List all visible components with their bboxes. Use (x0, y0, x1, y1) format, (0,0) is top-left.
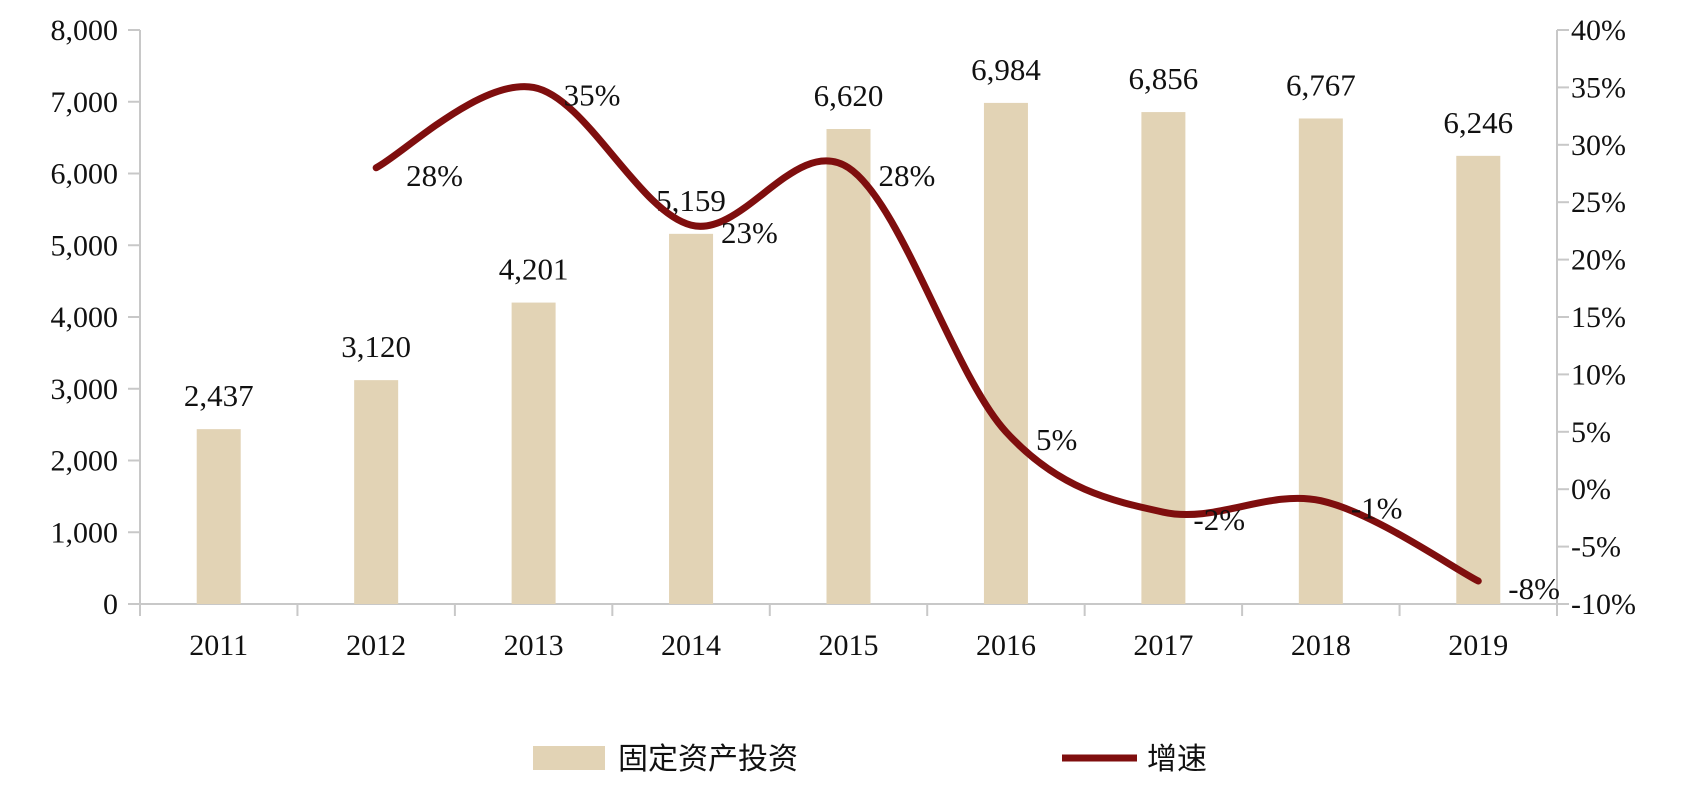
growth-line (372, 83, 1482, 585)
growth-value-label: 28% (406, 158, 463, 193)
right-tick-label: 15% (1571, 301, 1626, 334)
right-tick-label: -10% (1571, 588, 1636, 621)
growth-value-label: 5% (1036, 422, 1077, 457)
bar (196, 429, 241, 604)
x-tick-label: 2015 (819, 629, 879, 662)
left-axis: 0 1,000 2,000 3,000 4,000 5,000 6,000 7,000 8,00… (51, 14, 141, 621)
bar (511, 302, 556, 604)
x-tick-label: 2016 (976, 629, 1036, 662)
right-tick-label: 5% (1571, 416, 1611, 449)
legend-item-investment: 固定资产投资 (533, 742, 798, 777)
x-tick-label: 2011 (189, 629, 248, 662)
bar-value-label: 6,246 (1443, 105, 1513, 140)
bar (1456, 155, 1501, 605)
bar-value-label: 3,120 (341, 329, 411, 364)
right-tick-label: -5% (1571, 531, 1621, 564)
legend-swatch-bar (533, 746, 605, 770)
bar (1141, 112, 1186, 604)
bar-value-label: 6,620 (814, 78, 884, 113)
bar-value-label: 4,201 (499, 252, 569, 287)
right-axis-ticks: -10% -5% 0% 5% 10% 15% 20% 25% 30% 35% 40% (1557, 14, 1636, 621)
left-tick-label: 6,000 (51, 158, 119, 191)
left-tick-label: 3,000 (51, 373, 119, 406)
right-tick-label: 25% (1571, 186, 1626, 219)
legend-item-growth: 增速 (1062, 742, 1207, 777)
bar-value-label: 6,856 (1129, 61, 1199, 96)
legend: 固定资产投资 增速 (533, 742, 1207, 777)
bar-value-label: 6,984 (971, 52, 1041, 87)
bar (1298, 118, 1343, 605)
left-tick-label: 5,000 (51, 229, 119, 262)
growth-value-label: -1% (1351, 491, 1403, 526)
bar (354, 380, 399, 604)
left-tick-label: 4,000 (51, 301, 119, 334)
x-tick-label: 2018 (1291, 629, 1351, 662)
right-tick-label: 30% (1571, 129, 1626, 162)
growth-value-label: -2% (1193, 502, 1245, 537)
right-tick-label: 40% (1571, 14, 1626, 47)
right-tick-label: 10% (1571, 358, 1626, 391)
bar (669, 233, 714, 605)
left-tick-label: 1,000 (51, 516, 119, 549)
legend-label-growth: 增速 (1147, 742, 1207, 777)
bar (983, 102, 1028, 604)
left-axis-ticks: 0 1,000 2,000 3,000 4,000 5,000 6,000 7,000 8,00… (51, 14, 140, 621)
left-tick-label: 0 (103, 588, 118, 621)
growth-value-label: -8% (1508, 571, 1560, 606)
right-tick-label: 0% (1571, 473, 1611, 506)
bar (826, 129, 871, 604)
x-tick-label: 2014 (661, 629, 721, 662)
x-tick-label: 2017 (1133, 629, 1193, 662)
bar-value-label: 2,437 (184, 378, 254, 413)
bar-value-label: 6,767 (1286, 67, 1356, 102)
x-axis: 2011 2012 2013 2014 2015 2016 2017 2018 2019 (139, 603, 1558, 662)
left-tick-label: 2,000 (51, 445, 119, 478)
x-tick-label: 2013 (504, 629, 564, 662)
growth-value-label: 35% (564, 77, 621, 112)
growth-value-label: 28% (879, 158, 936, 193)
x-tick-label: 2012 (346, 629, 406, 662)
legend-label-investment: 固定资产投资 (618, 742, 798, 777)
growth-value-label: 23% (721, 215, 778, 250)
left-tick-label: 8,000 (51, 14, 119, 47)
right-tick-label: 35% (1571, 71, 1626, 104)
growth-value-labels: 28% 35% 23% 28% 5% -2% -1% -8% (406, 77, 1560, 606)
left-tick-label: 7,000 (51, 86, 119, 119)
right-tick-label: 20% (1571, 244, 1626, 277)
right-axis: -10% -5% 0% 5% 10% 15% 20% 25% 30% 35% 40% (1556, 14, 1636, 621)
bar-series (196, 102, 1501, 605)
x-axis-ticks: 2011 2012 2013 2014 2015 2016 2017 2018 2019 (139, 604, 1558, 662)
x-tick-label: 2019 (1448, 629, 1508, 662)
